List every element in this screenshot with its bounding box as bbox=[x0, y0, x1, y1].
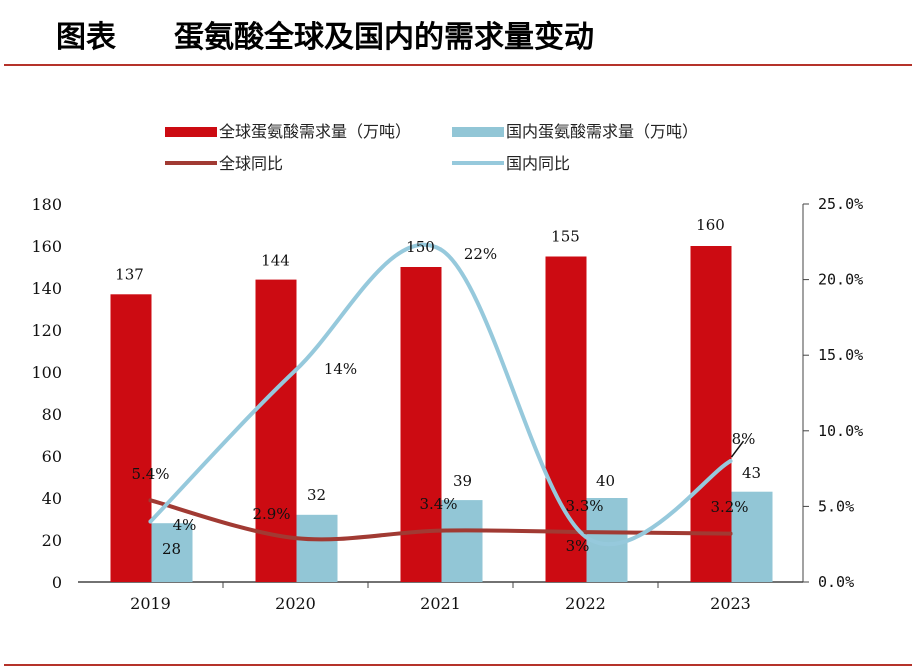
x-tick-label: 2021 bbox=[420, 594, 461, 613]
global-demand-bar bbox=[545, 256, 587, 582]
left-tick-label: 160 bbox=[31, 237, 62, 256]
right-tick-label: 15.0% bbox=[818, 346, 863, 364]
domestic-bar-label: 39 bbox=[453, 472, 472, 490]
domestic-bar-label: 32 bbox=[307, 486, 326, 504]
legend-label-domestic-line: 国内同比 bbox=[506, 154, 570, 173]
x-tick-label: 2022 bbox=[565, 594, 606, 613]
left-tick-label: 40 bbox=[42, 489, 62, 508]
right-tick-label: 5.0% bbox=[818, 497, 854, 515]
global-yoy-point bbox=[438, 528, 443, 533]
legend-label-global-bar: 全球蛋氨酸需求量（万吨） bbox=[219, 122, 411, 141]
global-yoy-label: 3.2% bbox=[710, 498, 748, 516]
global-bar-label: 150 bbox=[406, 238, 435, 256]
chart-title: 图表 蛋氨酸全球及国内的需求量变动 bbox=[56, 12, 594, 56]
domestic-bar-label: 43 bbox=[742, 464, 761, 482]
domestic-bar-label: 40 bbox=[596, 472, 615, 490]
global-yoy-label: 3.4% bbox=[419, 495, 457, 513]
domestic-yoy-point bbox=[728, 459, 733, 464]
domestic-yoy-point bbox=[293, 368, 298, 373]
domestic-bar-label: 28 bbox=[162, 540, 181, 558]
domestic-yoy-label: 8% bbox=[732, 430, 756, 448]
title-text: 蛋氨酸全球及国内的需求量变动 bbox=[174, 20, 594, 55]
global-yoy-point bbox=[293, 536, 298, 541]
left-tick-label: 180 bbox=[31, 195, 62, 214]
global-yoy-label: 3.3% bbox=[565, 497, 603, 515]
right-tick-label: 10.0% bbox=[818, 422, 863, 440]
global-yoy-point bbox=[583, 530, 588, 535]
domestic-demand-bar bbox=[296, 514, 338, 582]
global-demand-bar bbox=[690, 246, 732, 582]
x-tick-label: 2019 bbox=[130, 594, 171, 613]
title-prefix: 图表 bbox=[56, 20, 116, 55]
left-tick-label: 100 bbox=[31, 363, 62, 382]
global-yoy-label: 5.4% bbox=[131, 465, 169, 483]
domestic-demand-bar bbox=[731, 491, 773, 582]
global-bar-label: 137 bbox=[115, 265, 144, 283]
left-tick-label: 60 bbox=[42, 447, 62, 466]
domestic-yoy-line bbox=[148, 242, 733, 547]
right-tick-label: 25.0% bbox=[818, 195, 863, 213]
domestic-yoy-label: 3% bbox=[566, 537, 590, 555]
global-yoy-point bbox=[148, 498, 153, 503]
bottom-divider bbox=[4, 664, 912, 666]
domestic-yoy-label: 22% bbox=[464, 245, 497, 263]
domestic-yoy-point bbox=[438, 247, 443, 252]
left-tick-label: 80 bbox=[42, 405, 62, 424]
top-divider bbox=[4, 64, 912, 66]
x-tick-label: 2020 bbox=[275, 594, 316, 613]
right-tick-label: 0.0% bbox=[818, 573, 854, 591]
global-demand-bar bbox=[110, 294, 152, 582]
global-yoy-label: 2.9% bbox=[252, 505, 290, 523]
domestic-yoy-point bbox=[583, 534, 588, 539]
left-tick-label: 0 bbox=[52, 573, 62, 592]
left-tick-label: 120 bbox=[31, 321, 62, 340]
global-bar-label: 155 bbox=[551, 228, 580, 246]
legend-label-global-line: 全球同比 bbox=[219, 154, 283, 173]
label-leader-line bbox=[730, 440, 745, 458]
domestic-demand-bar bbox=[441, 500, 483, 582]
domestic-yoy-label: 14% bbox=[324, 360, 357, 378]
domestic-yoy-label: 4% bbox=[173, 516, 197, 534]
legend-swatch-domestic-bar bbox=[452, 127, 504, 137]
legend-swatch-global-bar bbox=[165, 127, 217, 137]
x-tick-label: 2023 bbox=[710, 594, 751, 613]
global-bar-label: 144 bbox=[261, 252, 290, 270]
global-yoy-point bbox=[728, 531, 733, 536]
domestic-yoy-point bbox=[148, 519, 153, 524]
left-tick-label: 20 bbox=[42, 531, 62, 550]
right-tick-label: 20.0% bbox=[818, 271, 863, 289]
legend-label-domestic-bar: 国内蛋氨酸需求量（万吨） bbox=[506, 122, 698, 141]
domestic-demand-bar bbox=[151, 523, 193, 582]
global-bar-label: 160 bbox=[696, 216, 725, 234]
left-tick-label: 140 bbox=[31, 279, 62, 298]
